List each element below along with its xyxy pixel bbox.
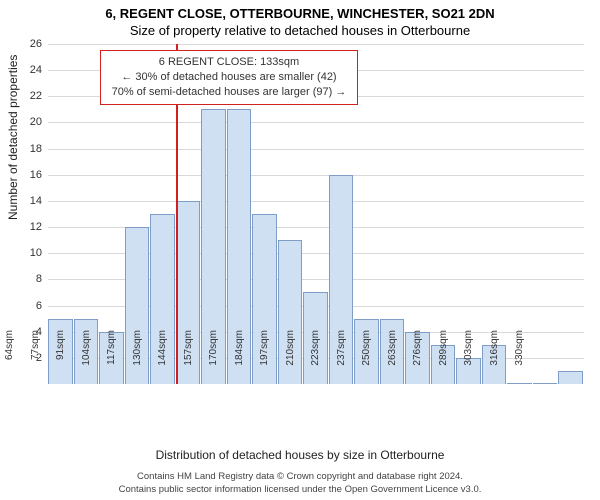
ytick-label: 20 <box>12 116 42 128</box>
chart-area: 246810121416182022242664sqm77sqm91sqm104… <box>48 44 584 384</box>
xtick-label: 237sqm <box>336 330 347 390</box>
footer-line-2: Contains public sector information licen… <box>0 484 600 496</box>
xtick-label: 330sqm <box>514 330 525 390</box>
ytick-label: 26 <box>12 38 42 50</box>
xtick-label: 64sqm <box>4 330 15 390</box>
xtick-label: 104sqm <box>81 330 92 390</box>
ytick-label: 18 <box>12 143 42 155</box>
callout-line-1: 6 REGENT CLOSE: 133sqm <box>109 55 349 70</box>
xtick-label: 117sqm <box>106 330 117 390</box>
xtick-label: 91sqm <box>55 330 66 390</box>
xtick-label: 130sqm <box>132 330 143 390</box>
callout-line-2: ← 30% of detached houses are smaller (42… <box>109 70 349 85</box>
xtick-label: 250sqm <box>361 330 372 390</box>
xtick-label: 276sqm <box>412 330 423 390</box>
gridline <box>48 44 584 45</box>
xtick-label: 184sqm <box>234 330 245 390</box>
histogram-bar <box>558 371 583 384</box>
gridline <box>48 122 584 123</box>
callout-line-3: 70% of semi-detached houses are larger (… <box>109 85 349 100</box>
xtick-label: 303sqm <box>463 330 474 390</box>
chart-title-main: 6, REGENT CLOSE, OTTERBOURNE, WINCHESTER… <box>0 0 600 21</box>
ytick-label: 22 <box>12 90 42 102</box>
ytick-label: 6 <box>12 300 42 312</box>
ytick-label: 8 <box>12 273 42 285</box>
footer-line-1: Contains HM Land Registry data © Crown c… <box>0 471 600 483</box>
chart-title-sub: Size of property relative to detached ho… <box>0 21 600 38</box>
xtick-label: 170sqm <box>208 330 219 390</box>
attribution-footer: Contains HM Land Registry data © Crown c… <box>0 471 600 496</box>
ytick-label: 24 <box>12 64 42 76</box>
xtick-label: 77sqm <box>30 330 41 390</box>
ytick-label: 10 <box>12 247 42 259</box>
reference-callout: 6 REGENT CLOSE: 133sqm ← 30% of detached… <box>100 50 358 105</box>
xtick-label: 144sqm <box>157 330 168 390</box>
histogram-bar <box>533 383 558 384</box>
xtick-label: 289sqm <box>438 330 449 390</box>
ytick-label: 12 <box>12 221 42 233</box>
xtick-label: 210sqm <box>285 330 296 390</box>
xtick-label: 223sqm <box>310 330 321 390</box>
xtick-label: 197sqm <box>259 330 270 390</box>
xtick-label: 157sqm <box>183 330 194 390</box>
xtick-label: 316sqm <box>489 330 500 390</box>
ytick-label: 14 <box>12 195 42 207</box>
x-axis-label: Distribution of detached houses by size … <box>0 448 600 462</box>
gridline <box>48 201 584 202</box>
gridline <box>48 149 584 150</box>
gridline <box>48 175 584 176</box>
xtick-label: 263sqm <box>387 330 398 390</box>
ytick-label: 16 <box>12 169 42 181</box>
